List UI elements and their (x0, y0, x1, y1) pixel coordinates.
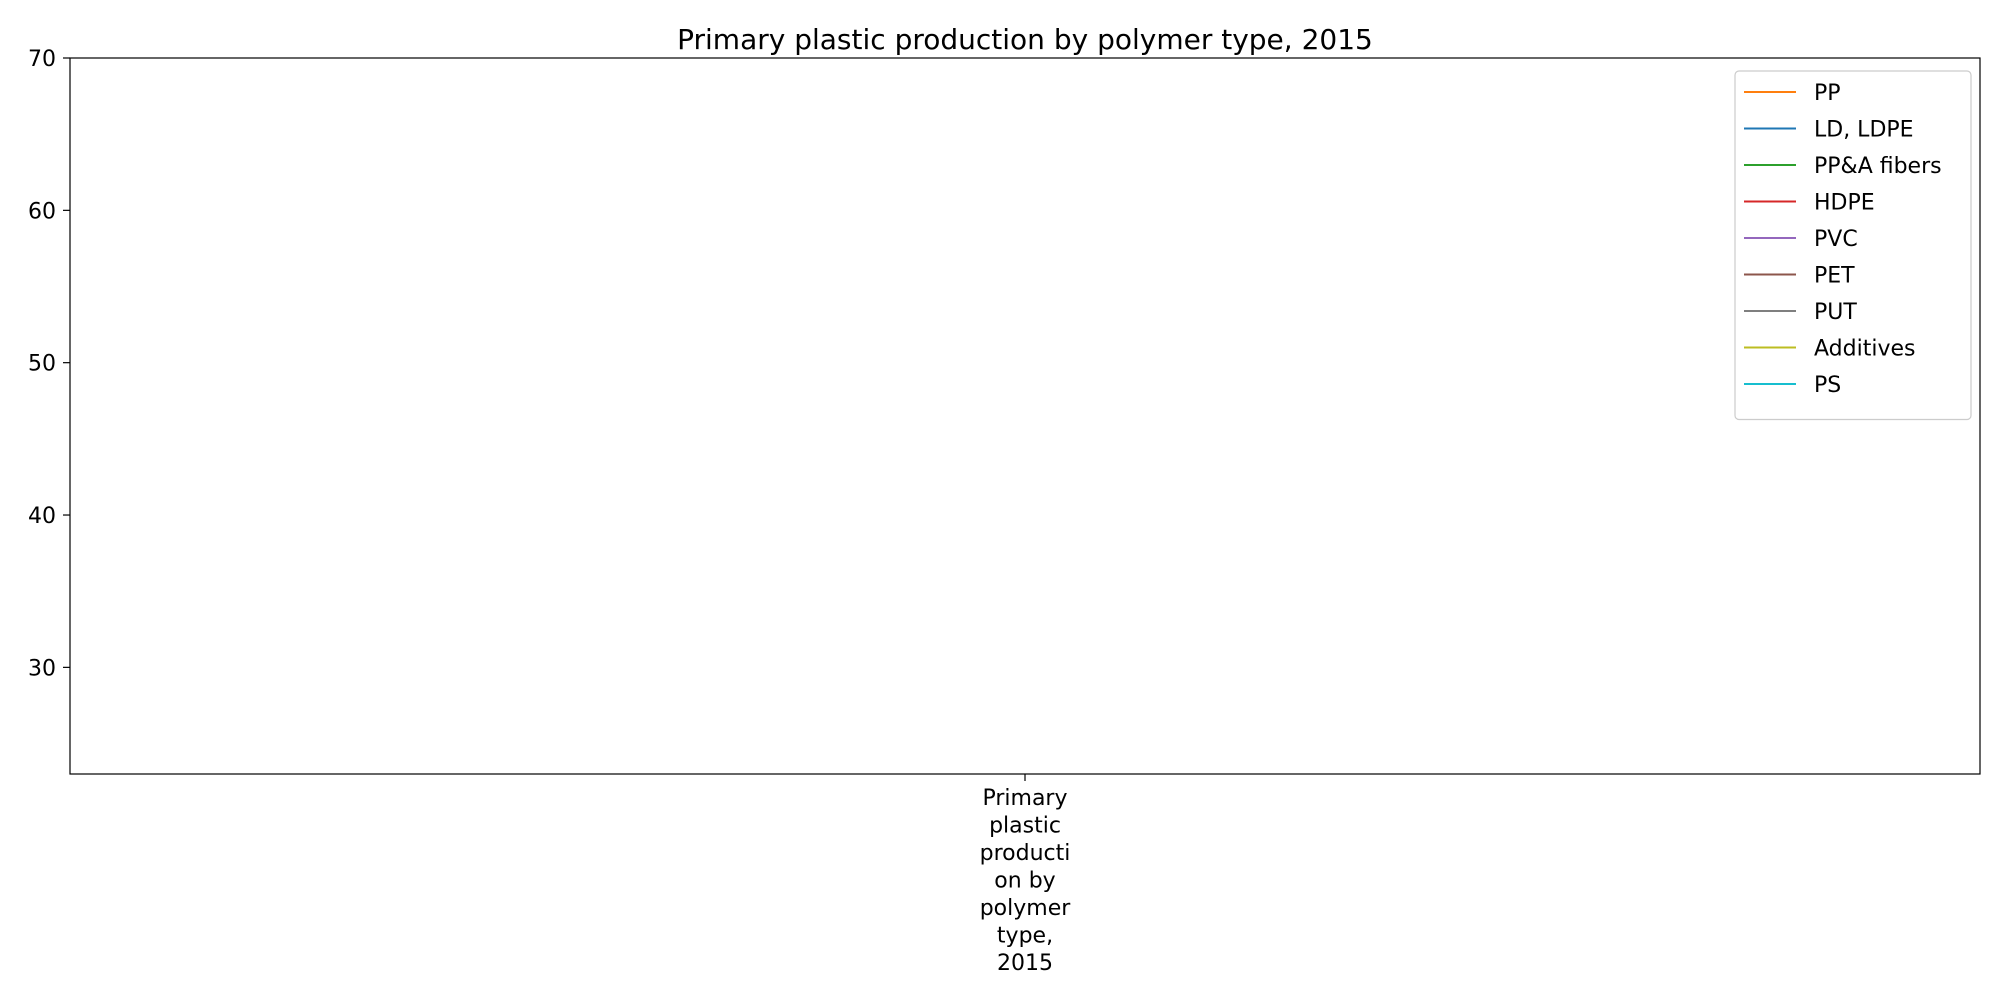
x-axis: Primary plastic producti on by polymer type, 2… (980, 774, 1072, 976)
legend-label: PS (1814, 373, 1841, 398)
legend-label: PET (1814, 264, 1855, 289)
x-tick-label: Primary plastic producti on by polymer type, 2… (980, 786, 1072, 976)
legend-label: LD, LDPE (1814, 118, 1914, 143)
chart-title: Primary plastic production by polymer ty… (677, 23, 1373, 56)
y-tick-label: 70 (28, 47, 56, 72)
legend-label: PP (1814, 81, 1841, 106)
plot-area-frame (69, 57, 1981, 775)
legend-label: Additives (1814, 337, 1915, 362)
y-tick-label: 30 (28, 656, 56, 681)
y-tick-label: 50 (28, 352, 56, 377)
legend-label: HDPE (1814, 191, 1875, 216)
legend-label: PP&A fibers (1814, 154, 1942, 179)
legend-frame (1734, 70, 1972, 421)
legend: PP LD, LDPE PP&A fibers HDPE PVC PET PUT Additi… (1734, 70, 1972, 421)
legend-label: PUT (1814, 300, 1857, 325)
y-axis: 30 40 50 60 70 (28, 47, 70, 681)
legend-label: PVC (1814, 227, 1858, 252)
y-tick-label: 40 (28, 504, 56, 529)
y-tick-label: 60 (28, 199, 56, 224)
